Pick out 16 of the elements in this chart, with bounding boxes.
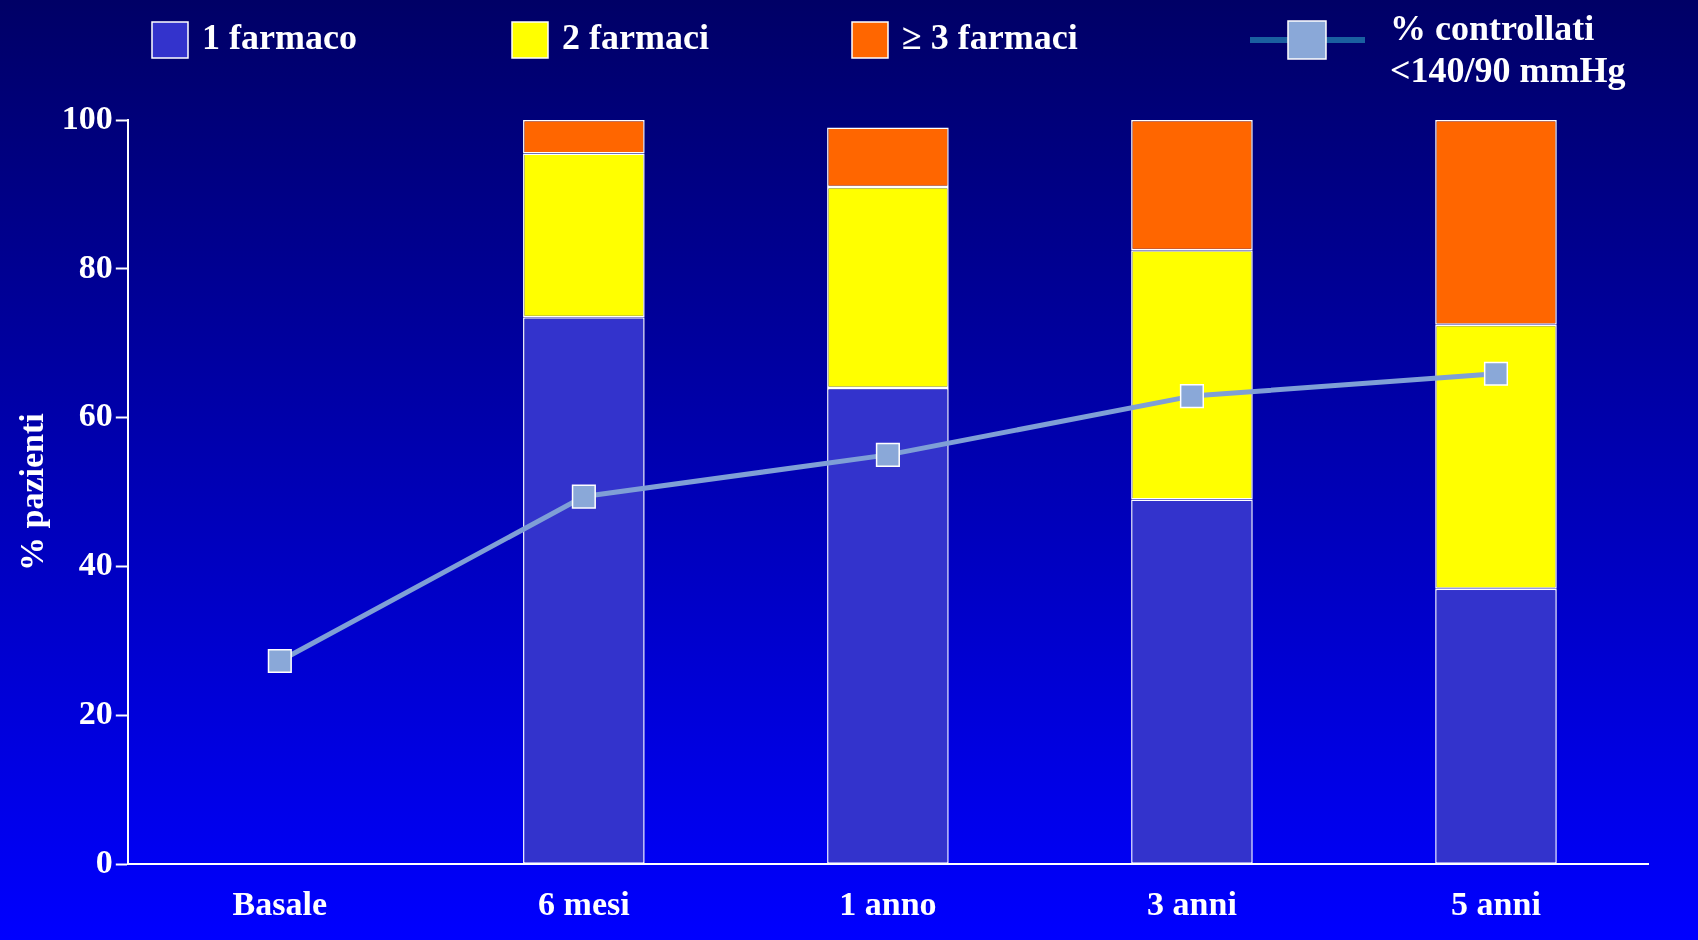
legend-label: 2 farmaci — [562, 17, 709, 58]
y-tick-label: 0 — [95, 842, 113, 880]
x-tick-label: 5 anni — [1451, 885, 1541, 923]
legend-label: ≥ 3 farmaci — [902, 17, 1078, 58]
legend-label: 1 farmaco — [202, 17, 357, 58]
y-tick-label: 20 — [78, 694, 113, 732]
x-tick-label: Basale — [232, 885, 328, 923]
x-tick-label: 1 anno — [839, 885, 937, 923]
y-axis-title: % pazienti — [13, 413, 51, 571]
legend-label: % controllati <140/90 mmHg — [1390, 8, 1626, 91]
y-tick-label: 40 — [78, 545, 113, 583]
y-tick-label: 100 — [61, 98, 113, 136]
x-tick-label: 6 mesi — [538, 885, 630, 923]
y-tick-label: 60 — [78, 396, 113, 434]
y-tick-label: 80 — [78, 247, 113, 285]
x-tick-label: 3 anni — [1147, 885, 1237, 923]
